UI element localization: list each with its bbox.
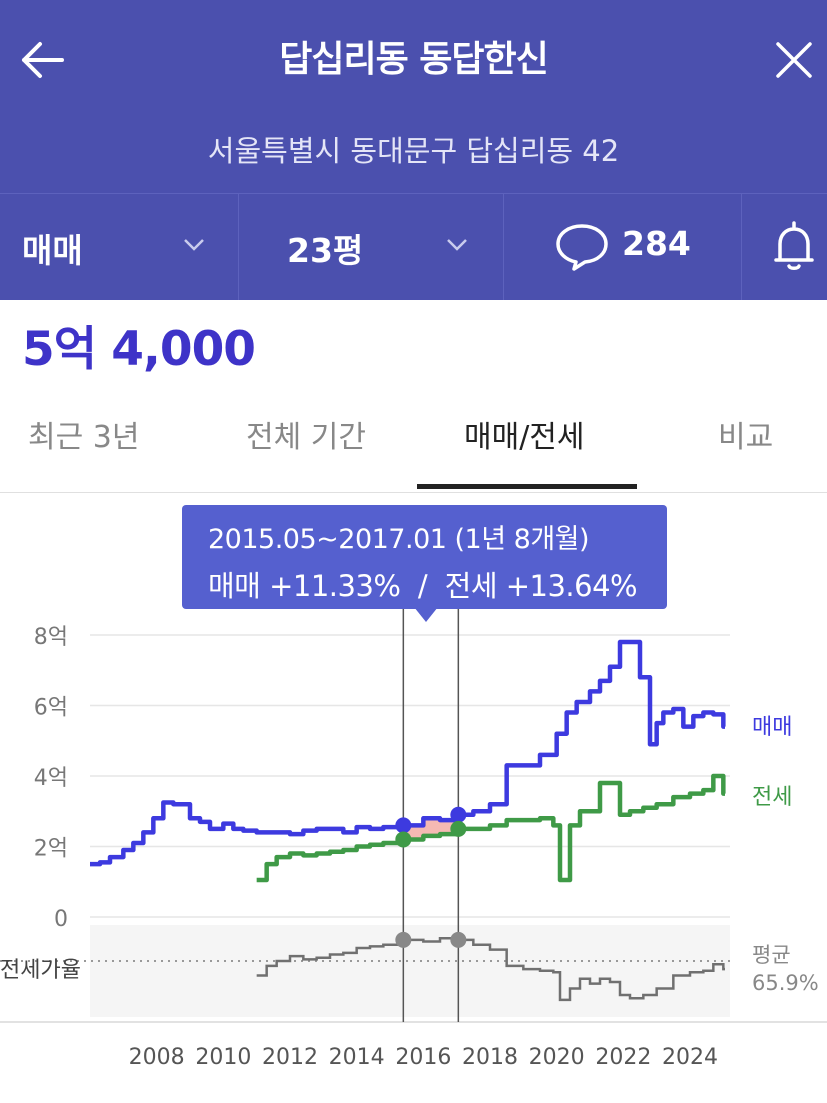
average-label: 평균	[752, 943, 791, 967]
legend-label-jeonse: 전세	[752, 785, 792, 810]
x-tick-label: 2020	[529, 1045, 585, 1070]
sale-point	[395, 817, 412, 834]
tooltip-jeonse-label: 전세	[444, 569, 498, 603]
speech-bubble-icon	[556, 224, 608, 271]
series-line-jeonse	[256, 773, 726, 883]
filter-bar: 매매 23평 284	[0, 193, 827, 300]
legend-label-sale: 매매	[752, 715, 792, 740]
tooltip-period: 2015.05~2017.01 (1년 8개월)	[208, 524, 590, 555]
series-line-ratio	[256, 936, 725, 1002]
notification-button[interactable]	[742, 194, 827, 300]
tab-recent-3y[interactable]: 최근 3년	[28, 420, 140, 455]
tooltip-changes: 매매 +11.33% / 전세 +13.64%	[208, 563, 638, 605]
tab-bar: 최근 3년 전체 기간 매매/전세 비교	[0, 392, 827, 493]
x-tick-label: 2018	[462, 1045, 518, 1070]
x-tick-label: 2016	[395, 1045, 451, 1070]
close-icon[interactable]	[772, 38, 816, 82]
tooltip-jeonse-change: +13.64%	[505, 569, 638, 603]
comments-button[interactable]: 284	[504, 194, 742, 300]
comment-count: 284	[622, 224, 691, 263]
chevron-down-icon	[184, 239, 204, 251]
y-tick-label: 6억	[34, 696, 68, 721]
average-value: 65.9%	[752, 971, 819, 995]
x-tick-label: 2010	[195, 1045, 251, 1070]
size-label: 23평	[287, 231, 364, 270]
y-tick-label: 2억	[34, 837, 68, 862]
tooltip-sale-change: +11.33%	[269, 569, 401, 603]
ratio-point	[395, 931, 412, 948]
x-tick-label: 2024	[662, 1045, 718, 1070]
current-price: 5억 4,000	[22, 322, 256, 377]
x-tick-label: 2022	[595, 1045, 651, 1070]
tooltip-separator: /	[417, 569, 428, 603]
tooltip-sale-label: 매매	[208, 569, 261, 603]
trade-type-label: 매매	[22, 231, 83, 270]
bell-icon	[774, 221, 814, 270]
app-header: 답십리동 동답한신 서울특별시 동대문구 답십리동 42	[0, 0, 827, 193]
y-tick-label: 0	[54, 907, 68, 932]
tooltip-arrow	[414, 607, 438, 622]
series-line-sale	[90, 639, 726, 867]
address: 서울특별시 동대문구 답십리동 42	[207, 134, 620, 168]
x-tick-label: 2014	[329, 1045, 385, 1070]
sale-point	[450, 806, 467, 823]
price-chart[interactable]: 8억 6억 4억 2억 0 2008 2010 2012 2014 2016 2018 2020 202…	[0, 600, 827, 1103]
tab-all-period[interactable]: 전체 기간	[246, 420, 366, 455]
chevron-down-icon	[447, 239, 467, 251]
period-tooltip: 2015.05~2017.01 (1년 8개월) 매매 +11.33% / 전세…	[182, 505, 667, 609]
y-tick-label: 4억	[34, 766, 68, 791]
x-tick-label: 2008	[129, 1045, 185, 1070]
page-title: 답십리동 동답한신	[279, 39, 549, 80]
tab-sale-jeonse[interactable]: 매매/전세	[464, 420, 585, 455]
jeonse-point	[395, 831, 412, 848]
ratio-point	[450, 931, 467, 948]
ratio-axis-label: 전세가율	[0, 958, 81, 983]
trade-type-select[interactable]: 매매	[0, 194, 239, 300]
active-tab-indicator	[417, 484, 637, 489]
x-tick-label: 2012	[262, 1045, 318, 1070]
back-arrow-icon[interactable]	[18, 38, 66, 82]
tab-compare[interactable]: 비교	[718, 420, 774, 455]
size-select[interactable]: 23평	[239, 194, 504, 300]
y-tick-label: 8억	[34, 625, 68, 650]
jeonse-point	[450, 820, 467, 837]
